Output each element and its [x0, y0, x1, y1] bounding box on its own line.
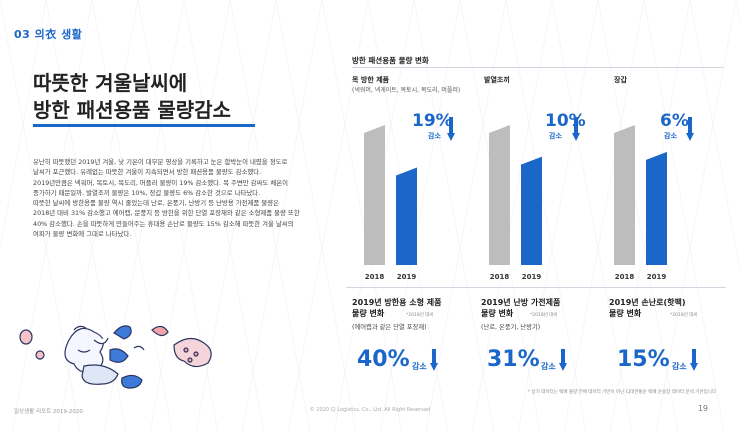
change-pct: 19%	[412, 111, 453, 131]
headline-line2: 방한 패션용품 물량감소	[33, 98, 231, 122]
footer-report-name: 일상생활 리포트 2019-2020	[14, 409, 83, 415]
bar-2019	[396, 167, 417, 265]
body-paragraph: 유난히 따뜻했던 2019년 겨울, 낮 기온이 대부분 영상을 기록하고 눈은…	[33, 157, 335, 239]
body-line: 40% 감소했다. 손을 따뜻하게 만들어주는 휴대용 손난로 물량도 15% …	[33, 219, 294, 228]
stat-note: *2018년 대비	[670, 313, 698, 318]
stat-title: 2019년 손난로(핫팩) 물량 변화	[609, 297, 686, 319]
chart-title: 목 방한 제품	[352, 76, 390, 84]
stat-title-line1: 2019년 손난로(핫팩)	[609, 298, 686, 307]
down-arrow-icon	[447, 117, 455, 141]
section-hanja: 의衣	[34, 28, 57, 41]
body-line: 날씨가 포근했다. 유례없는 따뜻한 겨울이 지속되면서 방한 패션용품 물량도…	[33, 168, 262, 177]
down-arrow-icon	[572, 117, 580, 141]
change-word: 감소	[549, 132, 562, 140]
down-arrow-icon	[559, 349, 567, 371]
stat-title: 2019년 방한용 소형 제품 물량 변화	[352, 297, 442, 319]
body-line: 증가하기 때문일까. 발열조끼 물량은 10%, 장갑 물량도 6% 감소한 것…	[33, 188, 261, 197]
stat-title-line2: 물량 변화	[609, 309, 642, 318]
stat-word: 감소	[672, 362, 687, 371]
stat-sub: (에어캡과 같은 단열 포장재)	[352, 324, 427, 331]
stat-sub: (난로, 온풍기, 난방기)	[481, 324, 541, 331]
body-line: 여파가 물량 변화에 그대로 나타났다.	[33, 230, 132, 239]
stat-pct: 15%	[617, 347, 670, 372]
chart-title: 발열조끼	[484, 76, 510, 84]
body-line: 따뜻한 날씨에 방한용품 물량 역시 줄었는데 난로, 온풍기, 난방기 등 난…	[33, 199, 279, 208]
section-title: 생활	[61, 28, 83, 41]
bar-2018	[489, 125, 510, 265]
stat-title-line2: 물량 변화	[481, 309, 514, 318]
down-arrow-icon	[690, 349, 698, 371]
change-word: 감소	[664, 132, 677, 140]
headline-underline	[33, 124, 255, 127]
bar-2019	[646, 151, 667, 265]
stat-pct: 40%	[357, 347, 410, 372]
bar-2019	[521, 156, 542, 265]
footer-copyright: © 2020 CJ Logistics. Co., Ltd. All Right…	[309, 407, 431, 413]
section-label: 03 의衣 생활	[14, 26, 82, 42]
down-arrow-icon	[686, 117, 694, 141]
winter-clothes-illustration	[19, 325, 212, 389]
chart-subtitle: (넥워머, 넥게이트, 목토시, 목도리, 머플러)	[352, 87, 461, 94]
bar-2018	[364, 125, 385, 265]
change-word: 감소	[428, 132, 441, 140]
headline-line1: 따뜻한 겨울날씨에	[33, 71, 188, 95]
stat-note: *2018년 대비	[530, 313, 558, 318]
x-tick-label: 2019	[647, 273, 667, 281]
change-pct: 6%	[660, 111, 689, 131]
stat-title-line1: 2019년 방한용 소형 제품	[352, 298, 442, 307]
body-line: 유난히 따뜻했던 2019년 겨울, 낮 기온이 대부분 영상을 기록하고 눈은…	[33, 158, 288, 166]
x-tick-label: 2018	[365, 273, 385, 281]
section-number: 03	[14, 28, 31, 41]
stat-word: 감소	[412, 362, 427, 371]
footnote: * 상기 데이터는 택배 물량 전체 데이터 기반이 아닌 CJ대한통운 택배 …	[527, 390, 716, 395]
page-number: 19	[697, 404, 708, 413]
x-tick-label: 2019	[397, 273, 417, 281]
stat-title-line2: 물량 변화	[352, 309, 385, 318]
body-line: 2019년만큼은 넥워머, 목토시, 목도리, 머플러 물량이 19% 감소했다…	[33, 178, 288, 187]
stat-word: 감소	[541, 362, 556, 371]
stat-title: 2019년 난방 가전제품 물량 변화	[481, 297, 560, 319]
stat-note: *2018년 대비	[406, 313, 434, 318]
chart-title: 장갑	[614, 76, 627, 84]
bar-2018	[614, 125, 635, 265]
stat-pct: 31%	[487, 347, 540, 372]
down-arrow-icon	[430, 349, 438, 371]
panel-rule	[352, 67, 724, 68]
x-tick-label: 2019	[522, 273, 542, 281]
stat-title-line1: 2019년 난방 가전제품	[481, 298, 561, 307]
x-tick-label: 2018	[490, 273, 510, 281]
body-line: 2018년 대비 31% 감소했고 에어캡, 문풍지 등 방한을 위한 단열 포…	[33, 209, 300, 218]
panel-divider	[346, 287, 726, 288]
x-tick-label: 2018	[615, 273, 635, 281]
panel-title: 방한 패션용품 물량 변화	[352, 56, 429, 65]
